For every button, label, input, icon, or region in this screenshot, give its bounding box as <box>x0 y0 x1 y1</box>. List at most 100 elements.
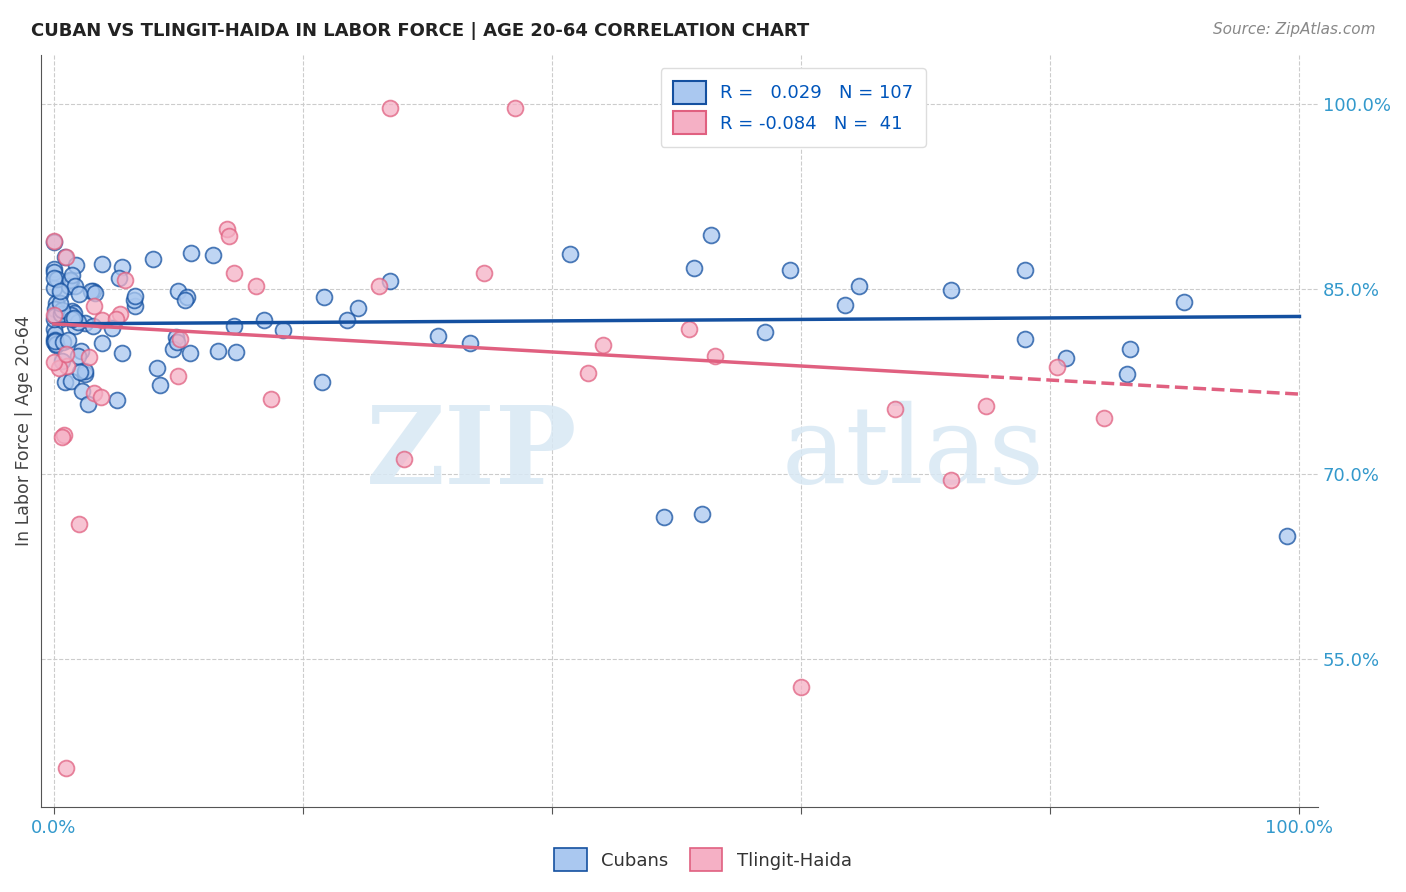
Point <box>84 285 107 300</box>
Point <box>311 375 333 389</box>
Point <box>53 251 76 265</box>
Text: CUBAN VS TLINGIT-HAIDA IN LABOR FORCE | AGE 20-64 CORRELATION CHART: CUBAN VS TLINGIT-HAIDA IN LABOR FORCE | … <box>31 22 810 40</box>
Point <box>55 347 77 361</box>
Point <box>790 681 813 695</box>
Point <box>65 258 87 272</box>
Point <box>346 301 368 315</box>
Legend: R =   0.029   N = 107, R = -0.084   N =  41: R = 0.029 N = 107, R = -0.084 N = 41 <box>661 68 927 147</box>
Point <box>49 296 72 310</box>
Point <box>683 261 706 276</box>
Point <box>111 260 134 274</box>
Point <box>83 299 105 313</box>
Point <box>75 367 97 381</box>
Point <box>176 290 198 304</box>
Point <box>44 302 66 317</box>
Point <box>108 308 131 322</box>
Point <box>67 349 90 363</box>
Point <box>124 299 146 313</box>
Y-axis label: In Labor Force | Age 20-64: In Labor Force | Age 20-64 <box>15 316 32 547</box>
Point <box>165 330 187 344</box>
Point <box>690 507 713 521</box>
Point <box>1092 411 1115 425</box>
Point <box>69 365 91 379</box>
Point <box>704 349 727 363</box>
Point <box>45 296 67 310</box>
Point <box>678 322 700 336</box>
Point <box>271 323 294 337</box>
Point <box>55 250 77 264</box>
Point <box>218 229 240 244</box>
Point <box>169 332 191 346</box>
Point <box>51 311 73 326</box>
Point <box>939 474 962 488</box>
Point <box>1275 529 1298 543</box>
Point <box>105 392 128 407</box>
Point <box>167 368 190 383</box>
Point <box>42 333 65 347</box>
Point <box>974 399 997 413</box>
Point <box>76 397 98 411</box>
Point <box>1014 263 1036 277</box>
Point <box>426 329 449 343</box>
Point <box>42 308 65 322</box>
Point <box>378 275 401 289</box>
Point <box>834 297 856 311</box>
Point <box>779 263 801 277</box>
Point <box>59 272 82 286</box>
Point <box>245 279 267 293</box>
Point <box>1173 295 1195 310</box>
Point <box>44 234 66 248</box>
Point <box>82 318 104 333</box>
Point <box>52 335 75 350</box>
Text: ZIP: ZIP <box>366 401 578 507</box>
Point <box>70 343 93 358</box>
Text: Source: ZipAtlas.com: Source: ZipAtlas.com <box>1212 22 1375 37</box>
Point <box>44 333 66 347</box>
Point <box>44 265 66 279</box>
Point <box>42 271 65 285</box>
Point <box>66 315 89 329</box>
Point <box>67 516 90 531</box>
Point <box>90 313 112 327</box>
Point <box>166 334 188 349</box>
Point <box>472 266 495 280</box>
Point <box>42 312 65 326</box>
Point <box>51 307 73 321</box>
Point <box>60 268 83 282</box>
Point <box>260 392 283 406</box>
Point <box>124 288 146 302</box>
Point <box>53 376 76 390</box>
Text: atlas: atlas <box>782 401 1045 507</box>
Point <box>63 318 86 333</box>
Point <box>222 319 245 334</box>
Point <box>754 326 776 340</box>
Point <box>44 309 66 323</box>
Point <box>848 279 870 293</box>
Point <box>576 366 599 380</box>
Point <box>55 761 77 775</box>
Point <box>1046 360 1069 375</box>
Point <box>146 361 169 376</box>
Point <box>652 510 675 524</box>
Point <box>80 284 103 298</box>
Point <box>55 359 77 374</box>
Point <box>392 451 415 466</box>
Point <box>1116 368 1139 382</box>
Point <box>42 235 65 250</box>
Point <box>44 326 66 341</box>
Point <box>45 271 67 285</box>
Point <box>49 284 72 298</box>
Point <box>215 221 238 235</box>
Point <box>108 271 131 285</box>
Point <box>1119 342 1142 356</box>
Point <box>101 321 124 335</box>
Point <box>82 284 104 298</box>
Point <box>180 245 202 260</box>
Point <box>70 384 93 399</box>
Point <box>225 345 247 359</box>
Point <box>166 284 188 298</box>
Point <box>42 281 65 295</box>
Point <box>77 350 100 364</box>
Point <box>44 337 66 351</box>
Point <box>312 290 335 304</box>
